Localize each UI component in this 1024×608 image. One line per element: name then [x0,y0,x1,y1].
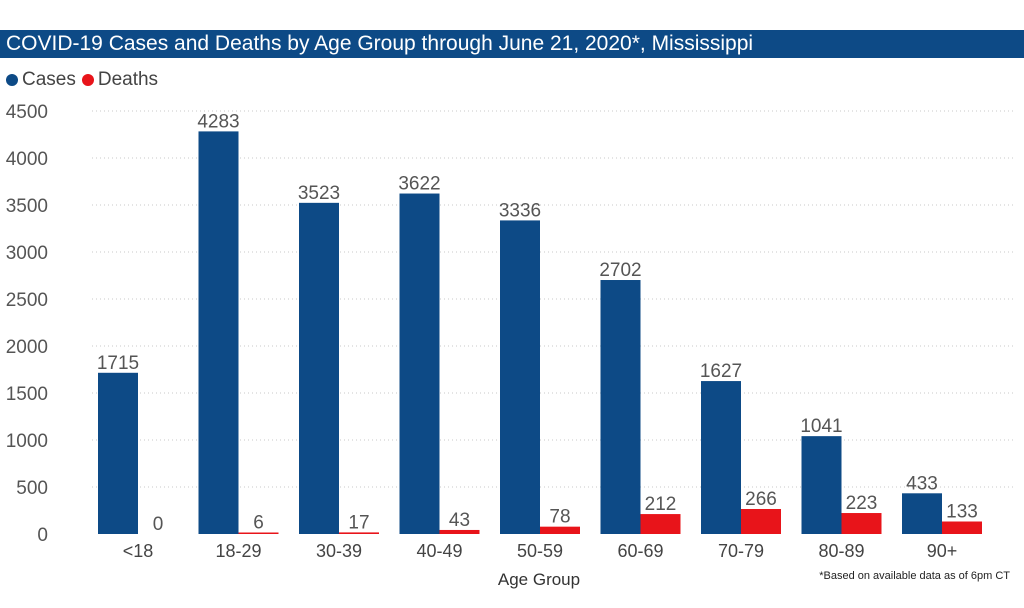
x-tick-label-8: 90+ [927,541,958,561]
data-label-deaths-1: 6 [253,513,264,534]
data-label-cases-6: 1627 [700,361,742,382]
legend-marker-cases [6,74,18,86]
x-tick-label-5: 60-69 [617,541,663,561]
data-label-cases-0: 1715 [97,353,139,374]
y-tick-label-3000: 3000 [6,243,48,264]
x-tick-label-1: 18-29 [215,541,261,561]
bar-deaths-7 [841,513,882,534]
data-label-cases-3: 3622 [398,174,440,195]
legend-item-deaths[interactable]: Deaths [81,69,159,91]
bar-deaths-4 [540,526,580,534]
y-tick-label-500: 500 [16,478,48,499]
bar-cases-1 [198,131,239,534]
data-label-deaths-7: 223 [846,493,878,514]
bar-cases-6 [701,381,741,534]
bar-deaths-5 [640,514,681,534]
bar-deaths-1 [238,532,279,534]
legend-marker-deaths [81,74,94,86]
data-label-deaths-8: 133 [946,501,978,522]
legend-label-cases: Cases [22,69,76,90]
data-label-cases-1: 4283 [197,111,239,132]
bar-cases-5 [600,280,641,534]
bar-deaths-8 [942,521,982,534]
x-tick-label-3: 40-49 [416,541,462,561]
bar-cases-4 [500,220,540,534]
y-tick-label-4000: 4000 [6,149,48,170]
data-label-cases-2: 3523 [298,183,340,204]
data-label-deaths-4: 78 [549,507,570,528]
bar-cases-8 [902,493,942,534]
y-tick-label-0: 0 [37,525,48,546]
y-tick-label-3500: 3500 [6,196,48,217]
chart-title: COVID-19 Cases and Deaths by Age Group t… [0,30,1024,58]
chart-legend: Cases Deaths [6,68,164,92]
x-tick-label-7: 80-89 [818,541,864,561]
x-tick-label-2: 30-39 [316,541,362,561]
bar-cases-7 [801,436,842,534]
legend-label-deaths: Deaths [97,69,159,90]
bar-cases-2 [299,202,339,534]
bar-deaths-2 [339,532,379,534]
legend-item-cases[interactable]: Cases [6,69,76,91]
y-tick-label-2500: 2500 [6,290,48,311]
bar-deaths-3 [439,529,480,534]
x-tick-label-4: 50-59 [517,541,563,561]
y-tick-label-4500: 4500 [6,102,48,123]
bar-cases-3 [399,193,440,535]
y-tick-label-2000: 2000 [6,337,48,358]
y-tick-label-1000: 1000 [6,431,48,452]
x-axis-title: Age Group [498,570,580,589]
data-label-cases-4: 3336 [499,200,541,221]
data-label-deaths-0: 0 [153,514,164,535]
data-label-deaths-6: 266 [745,489,777,510]
x-tick-label-6: 70-79 [718,541,764,561]
bar-cases-0 [98,372,138,534]
x-tick-label-0: <18 [123,541,154,561]
data-label-deaths-5: 212 [645,494,677,515]
data-label-cases-8: 433 [906,473,938,494]
data-label-cases-5: 2702 [599,260,641,281]
y-tick-label-1500: 1500 [6,384,48,405]
data-label-deaths-2: 17 [348,512,369,533]
bar-deaths-6 [741,508,781,534]
data-label-deaths-3: 43 [449,510,470,531]
footnote: *Based on available data as of 6pm CT [819,570,1010,582]
data-label-cases-7: 1041 [800,416,842,437]
